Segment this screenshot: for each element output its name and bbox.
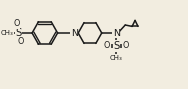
Text: O: O [123,41,129,50]
Text: CH₃: CH₃ [110,54,123,61]
Text: CH₃: CH₃ [1,30,14,36]
Text: O: O [104,41,110,50]
Text: N: N [113,28,120,37]
Text: O: O [17,37,24,46]
Text: S: S [113,41,120,51]
Text: S: S [15,28,22,38]
Text: N: N [71,28,78,37]
Text: O: O [13,19,20,28]
